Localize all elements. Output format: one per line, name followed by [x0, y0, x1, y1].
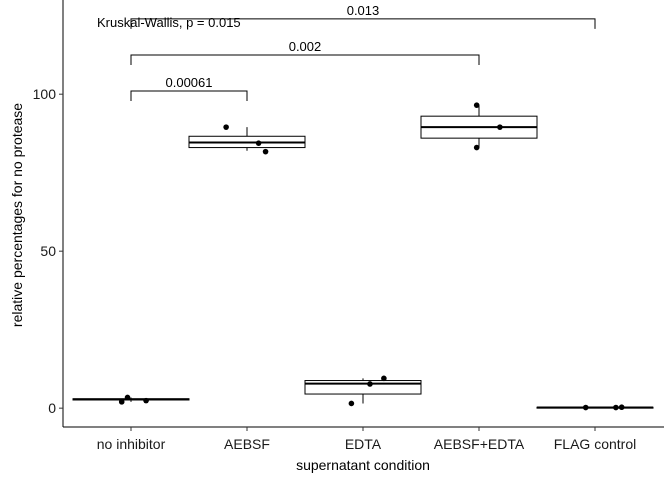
data-point	[255, 140, 262, 146]
y-axis-title: relative percentages for no protease	[9, 103, 25, 327]
data-point	[582, 404, 589, 411]
y-tick-label: 0	[48, 400, 56, 416]
significance-bracket	[130, 18, 596, 29]
x-tick-label: no inhibitor	[97, 436, 166, 452]
data-point	[497, 124, 503, 130]
p-value-label: 0.002	[289, 39, 322, 54]
data-point	[124, 394, 131, 401]
y-tick-label: 100	[33, 86, 57, 102]
data-point	[381, 375, 387, 382]
data-point	[618, 404, 625, 411]
x-axis-title: supernatant condition	[296, 457, 430, 473]
y-tick-label: 50	[40, 243, 56, 259]
data-point	[613, 404, 619, 411]
data-point	[143, 397, 149, 404]
data-point	[473, 102, 480, 108]
x-tick-label: AEBSF+EDTA	[434, 436, 525, 452]
x-tick-label: FLAG control	[554, 436, 636, 452]
data-point	[262, 148, 269, 155]
significance-bracket	[130, 54, 480, 65]
significance-bracket	[130, 90, 248, 102]
kruskal-wallis-label: Kruskal-Wallis, p = 0.015	[97, 15, 241, 30]
data-point	[367, 381, 373, 387]
data-point	[118, 399, 125, 405]
box-2	[304, 380, 422, 395]
p-value-label: 0.013	[347, 3, 380, 18]
data-point	[473, 144, 480, 151]
x-tick-label: EDTA	[345, 436, 382, 452]
data-point	[348, 400, 355, 407]
x-tick-label: AEBSF	[224, 436, 270, 452]
p-value-label: 0.00061	[166, 75, 213, 90]
data-point	[223, 124, 229, 130]
